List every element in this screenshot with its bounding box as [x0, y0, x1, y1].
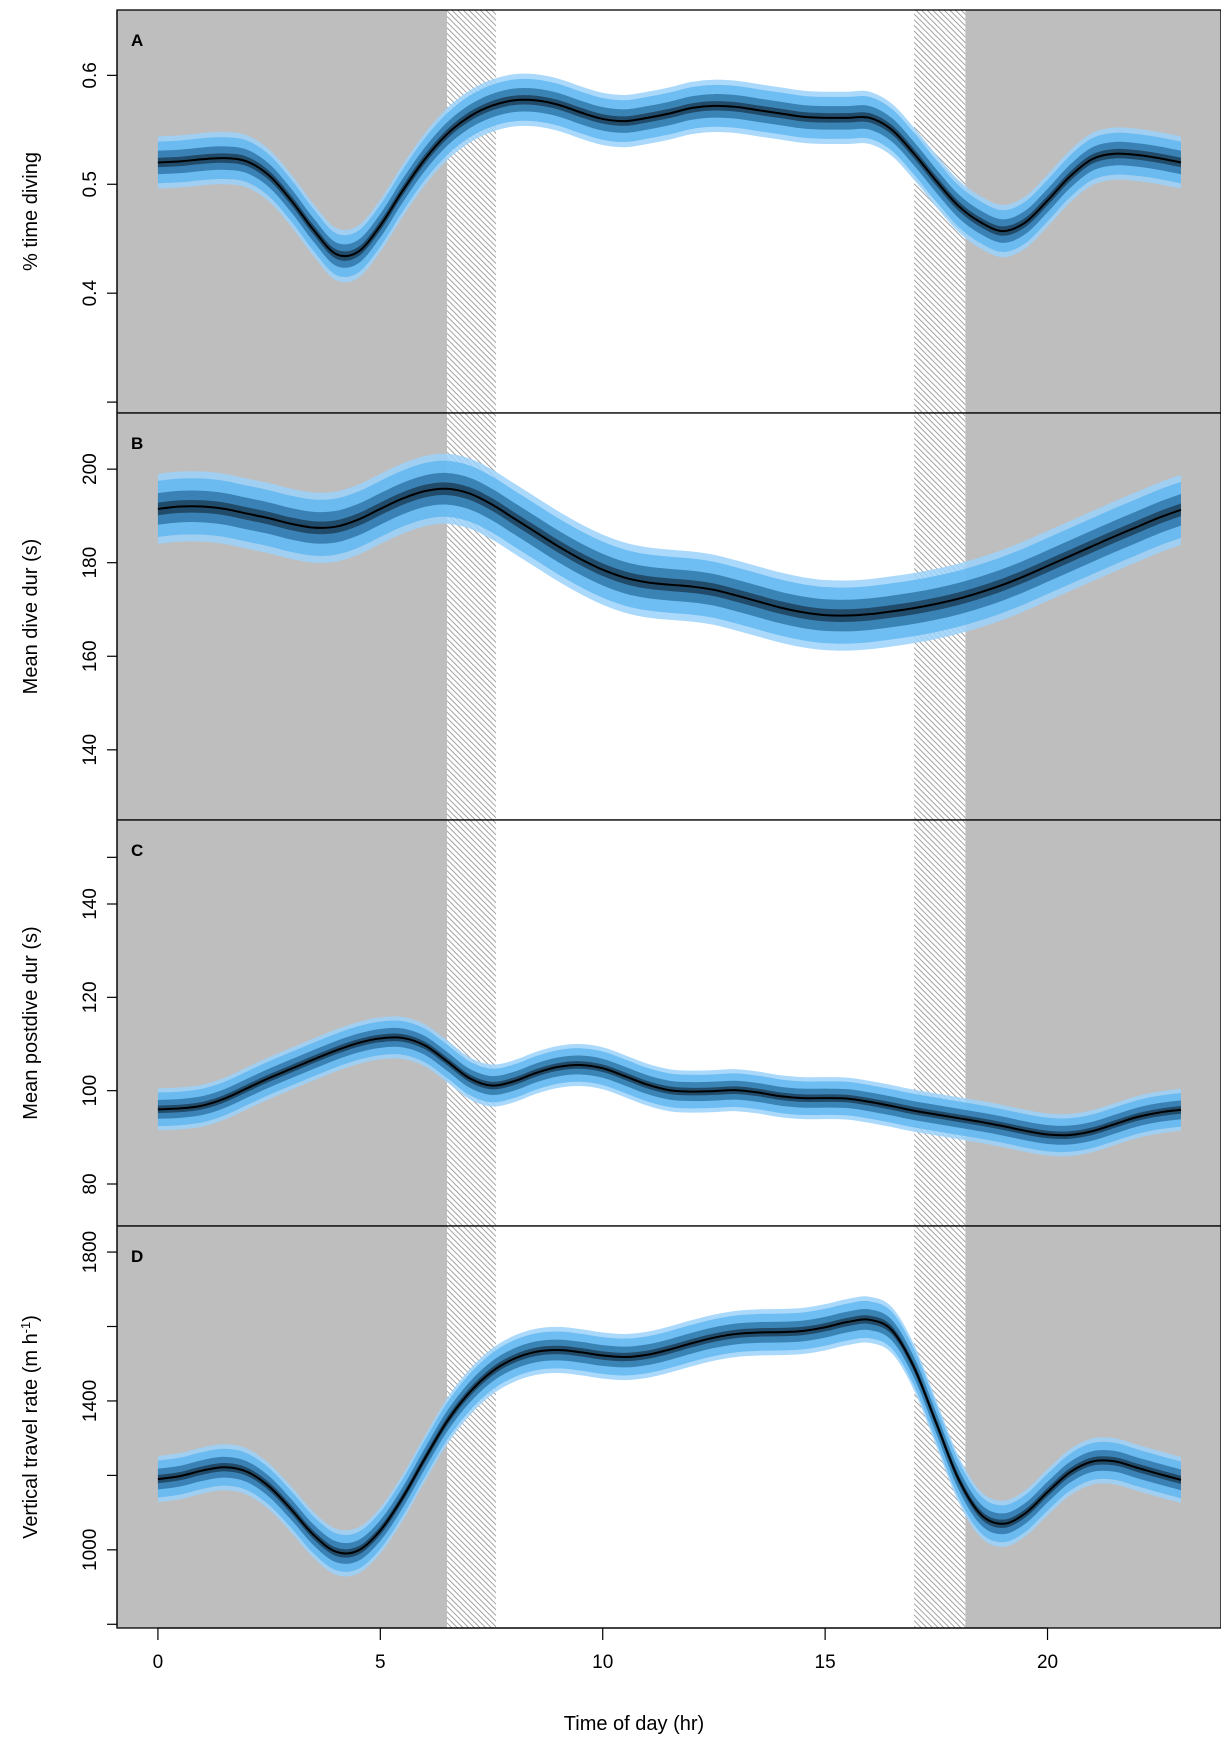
y-tick-label: 0.5 [80, 171, 101, 197]
band-inner [157, 88, 1181, 268]
twilight-hatch [447, 10, 496, 413]
panel-c: C 80 100 120 140 Mean postdive dur (s) [20, 819, 1221, 1227]
y-tick-label: 120 [80, 981, 101, 1013]
y-axis-label-suffix: ) [20, 1315, 42, 1322]
night-shade [965, 820, 1221, 1226]
series-line [157, 98, 1182, 258]
panel-label: B [131, 434, 143, 453]
x-axis-label: Time of day (hr) [564, 1713, 704, 1735]
x-tick-label: 0 [153, 1652, 164, 1673]
x-tick-label: 20 [1037, 1652, 1058, 1673]
y-axis: 80 100 120 140 [80, 821, 118, 1225]
band-group [157, 1296, 1181, 1577]
series-line [157, 1318, 1182, 1555]
day-region [495, 1226, 915, 1628]
panels-layer: A0.40.50.6% time divingB140160180200Mean… [18, 9, 1221, 1673]
y-axis-label: Vertical travel rate (m h-1) [18, 1315, 43, 1539]
day-region [495, 10, 915, 413]
y-axis: 140 160 180 200 [80, 414, 118, 819]
y-tick-label: 1400 [80, 1380, 101, 1422]
x-axis: 0 5 10 15 20 [153, 1627, 1058, 1673]
series-line [157, 487, 1182, 617]
y-tick-label: 1800 [80, 1231, 101, 1273]
y-tick-label: 0.6 [80, 62, 101, 88]
y-axis-label-superscript: -1 [18, 1322, 33, 1334]
x-tick-label: 10 [592, 1652, 613, 1673]
night-shade [965, 1226, 1221, 1628]
band-inner [157, 472, 1181, 632]
y-tick-label: 200 [80, 453, 101, 485]
y-axis: 1000 1400 1800 [80, 1227, 118, 1627]
panel-a: A 0.4 0.5 0.6 % time diving [20, 9, 1221, 414]
panel-label: D [131, 1247, 143, 1266]
y-tick-label: 140 [80, 734, 101, 766]
panel-d: D 1000 1400 1800 Vertical travel rate (m h-1… [18, 1225, 1221, 1629]
x-tick-label: 5 [375, 1652, 386, 1673]
y-tick-label: 80 [80, 1173, 101, 1194]
panel-label: A [131, 31, 143, 50]
y-axis-label: Mean postdive dur (s) [20, 926, 42, 1119]
day-region [495, 820, 915, 1226]
y-tick-label: 180 [80, 547, 101, 579]
band-group [157, 453, 1181, 651]
series-line [157, 1036, 1182, 1137]
panel-b: B 140 160 180 200 Mean dive dur (s) [20, 412, 1221, 821]
y-axis: 0.4 0.5 0.6 [80, 11, 118, 412]
y-tick-label: 160 [80, 640, 101, 672]
night-shade [117, 1226, 448, 1628]
y-tick-label: 140 [80, 888, 101, 920]
y-tick-label: 1000 [80, 1529, 101, 1571]
y-tick-label: 100 [80, 1075, 101, 1107]
panel-label: C [131, 841, 143, 860]
x-tick-label: 15 [815, 1652, 836, 1673]
twilight-hatch [914, 820, 966, 1226]
band-group [157, 73, 1181, 283]
y-axis-label: % time diving [20, 152, 42, 271]
y-axis-label: Mean dive dur (s) [20, 539, 42, 695]
twilight-hatch [447, 820, 496, 1226]
y-tick-label: 0.4 [80, 280, 101, 307]
